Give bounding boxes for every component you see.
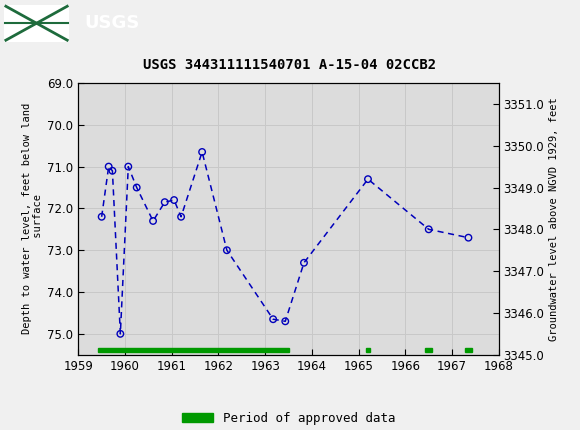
Y-axis label: Depth to water level, feet below land
 surface: Depth to water level, feet below land su… — [21, 103, 43, 335]
Bar — [98, 347, 289, 352]
Point — [132, 184, 142, 191]
Point — [97, 213, 106, 220]
Point — [299, 259, 309, 266]
Text: USGS 344311111540701 A-15-04 02CCB2: USGS 344311111540701 A-15-04 02CCB2 — [143, 58, 437, 72]
Bar — [365, 347, 370, 352]
Point — [124, 163, 133, 170]
Point — [222, 247, 231, 254]
Point — [116, 330, 125, 337]
Point — [464, 234, 473, 241]
Point — [269, 316, 278, 322]
Point — [169, 197, 179, 203]
Point — [176, 213, 186, 220]
Y-axis label: Groundwater level above NGVD 1929, feet: Groundwater level above NGVD 1929, feet — [549, 97, 559, 341]
Point — [148, 218, 158, 224]
Point — [363, 176, 372, 183]
Point — [108, 167, 117, 174]
Point — [424, 226, 433, 233]
Bar — [425, 347, 433, 352]
Point — [160, 199, 169, 206]
Text: USGS: USGS — [84, 14, 139, 32]
Point — [104, 163, 113, 170]
Point — [281, 318, 290, 325]
Legend: Period of approved data: Period of approved data — [177, 407, 400, 430]
Bar — [5, 6, 68, 41]
Point — [197, 148, 206, 155]
Bar — [465, 347, 472, 352]
